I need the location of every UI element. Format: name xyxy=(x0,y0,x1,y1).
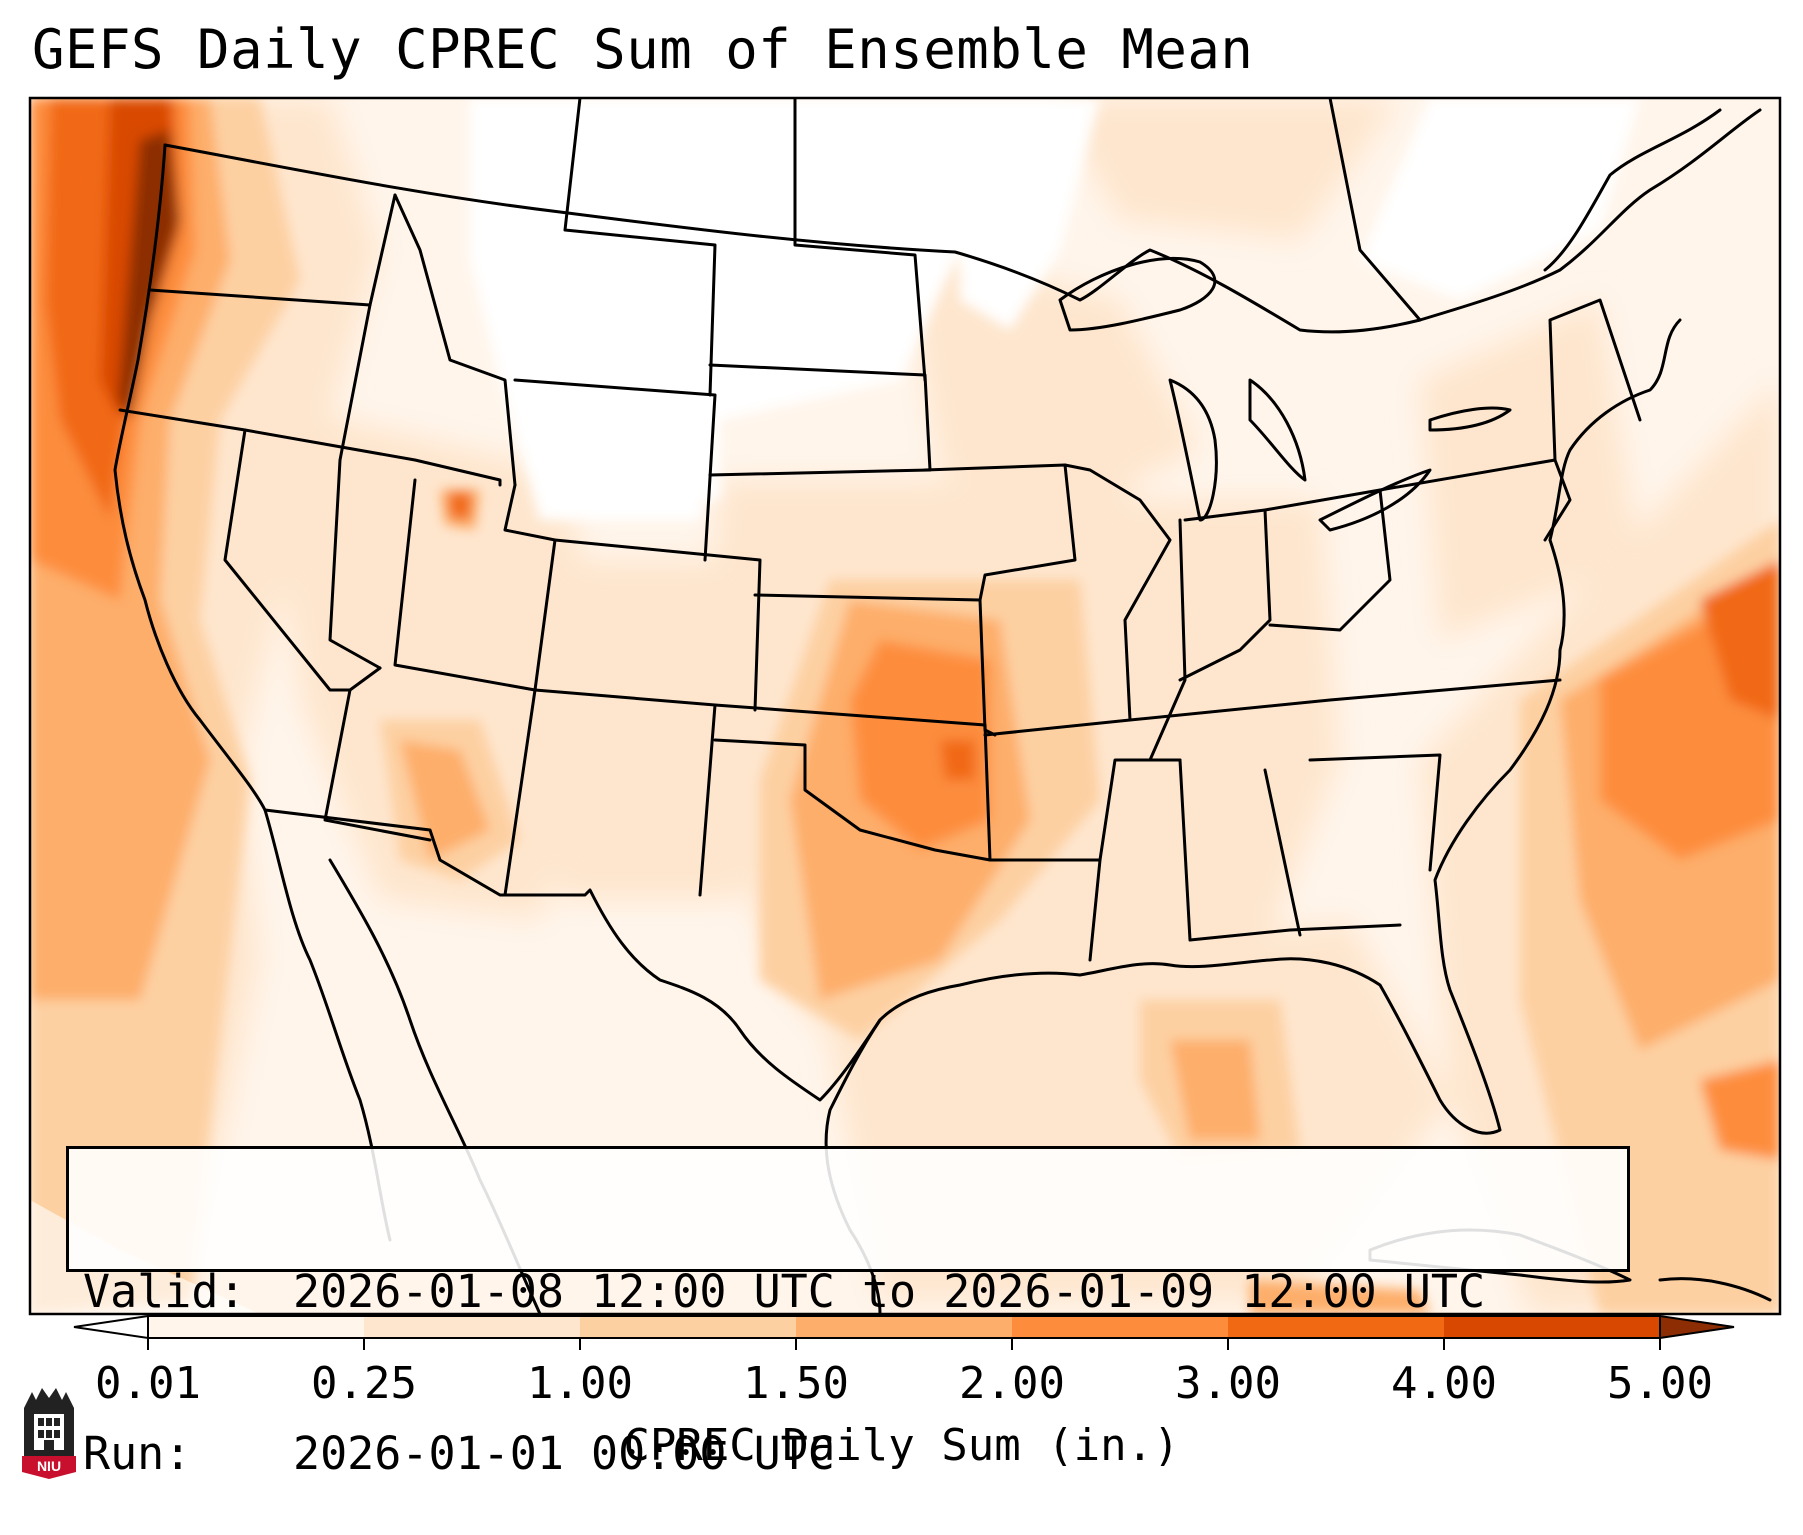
state-line-oh-pa xyxy=(1263,488,1392,632)
ocean-fade xyxy=(30,1200,260,1314)
state-line-or-nv-id xyxy=(243,428,502,487)
colorbar-segment xyxy=(796,1316,1013,1338)
colorbar-tick-label: 4.00 xyxy=(1391,1358,1497,1409)
hispaniola-outline xyxy=(1658,1277,1772,1302)
colorbar-tick-label: 5.00 xyxy=(1607,1358,1713,1409)
state-line-co xyxy=(553,538,762,712)
coast-west xyxy=(113,143,267,812)
state-line-id-nv xyxy=(328,303,382,670)
valid-value: 2026-01-08 12:00 UTC to 2026-01-09 12:00… xyxy=(293,1265,1486,1318)
run-row: Run: 2026-01-01 00:00 UTC xyxy=(83,1427,1613,1481)
map-frame-border xyxy=(28,96,1782,1316)
state-line-pa-ny xyxy=(1378,458,1572,542)
state-line-nv-ca xyxy=(118,408,352,692)
precipitation-map xyxy=(28,96,1782,1350)
colorbar-tick-label: 1.00 xyxy=(527,1358,633,1409)
coast-st-lawrence xyxy=(1543,108,1722,272)
colorbar-segment xyxy=(1228,1316,1445,1338)
colorbar-outline xyxy=(147,1315,1661,1339)
map-frame-content xyxy=(30,98,1780,1314)
state-line-wy xyxy=(513,378,717,562)
colorbar-segment xyxy=(364,1316,581,1338)
niu-tower-logo-icon: NIU xyxy=(22,1388,76,1479)
valid-key: Valid: xyxy=(83,1265,246,1318)
state-line-ny-vt xyxy=(1548,298,1642,462)
run-key: Run: xyxy=(83,1427,192,1480)
province-line-on-qc xyxy=(1328,98,1422,322)
colorbar-tick-label: 3.00 xyxy=(1175,1358,1281,1409)
lake-michigan xyxy=(1168,378,1218,522)
state-line-il-in xyxy=(1148,518,1187,762)
state-line-tn-nc xyxy=(1128,678,1562,722)
lake-erie xyxy=(1318,468,1432,532)
state-line-ia xyxy=(923,463,1077,602)
valid-row: Valid: 2026-01-08 12:00 UTC to 2026-01-09… xyxy=(83,1265,1613,1319)
state-line-mt-nd xyxy=(563,98,717,397)
state-line-nd-mn xyxy=(793,98,927,382)
colorbar-segment xyxy=(1444,1316,1661,1338)
lake-ontario xyxy=(1428,406,1512,432)
state-line-ms xyxy=(1098,758,1182,862)
colorbar-segment xyxy=(1012,1316,1229,1338)
state-line-ok xyxy=(713,703,992,862)
colorbar-title: CPREC Daily Sum (in.) xyxy=(623,1420,1180,1471)
state-line-az-nm xyxy=(503,688,537,897)
border-us-mexico xyxy=(263,808,882,1102)
lake-huron xyxy=(1248,378,1307,482)
logo-text: NIU xyxy=(37,1458,61,1474)
colorbar-tick-label: 2.00 xyxy=(959,1358,1065,1409)
colorbar-tick-label: 0.25 xyxy=(311,1358,417,1409)
colorbar-segment xyxy=(148,1316,365,1338)
state-line-in-oh xyxy=(1178,508,1272,682)
colorbar-tick-label: 0.01 xyxy=(95,1358,201,1409)
boundaries xyxy=(113,98,1772,1314)
state-line-al-fl xyxy=(1178,758,1402,942)
state-line-id-mt xyxy=(393,193,517,487)
state-line-az-west xyxy=(323,666,432,842)
run-value: 2026-01-01 00:00 UTC xyxy=(293,1427,835,1480)
precip-field xyxy=(30,98,1780,1314)
state-line-ut xyxy=(393,478,557,692)
colorbar xyxy=(73,1314,1735,1350)
coast-east-north xyxy=(1548,318,1682,542)
page-title: GEFS Daily CPREC Sum of Ensemble Mean xyxy=(32,18,1254,81)
precip-none-regions xyxy=(470,98,1640,520)
border-canada-us xyxy=(163,108,1762,334)
lake-superior xyxy=(1058,257,1217,332)
info-box: Valid: 2026-01-08 12:00 UTC to 2026-01-09… xyxy=(66,1146,1630,1480)
state-line-al-ga xyxy=(1263,768,1302,937)
colorbar-segment xyxy=(580,1316,797,1338)
coast-gulf-east xyxy=(878,538,1566,1135)
state-line-ks xyxy=(753,593,997,737)
state-line-sc xyxy=(1308,753,1442,872)
state-line-sd-ne xyxy=(708,363,932,477)
colorbar-extend-high xyxy=(1659,1314,1735,1340)
colorbar-tick-label: 1.50 xyxy=(743,1358,849,1409)
